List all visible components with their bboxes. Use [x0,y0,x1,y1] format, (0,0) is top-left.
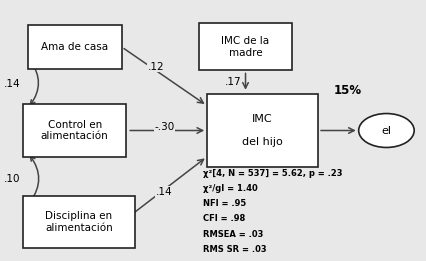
Text: -.30: -.30 [154,122,174,132]
Text: χ²[4, N = 537] = 5.62, p = .23: χ²[4, N = 537] = 5.62, p = .23 [202,169,342,178]
FancyBboxPatch shape [23,196,134,248]
Text: .10: .10 [4,174,20,184]
FancyBboxPatch shape [28,25,121,69]
Text: χ²/gl = 1.40: χ²/gl = 1.40 [202,184,257,193]
Text: Disciplina en
alimentación: Disciplina en alimentación [45,211,112,233]
FancyArrowPatch shape [30,156,39,201]
Text: RMSEA = .03: RMSEA = .03 [202,230,262,239]
FancyBboxPatch shape [207,94,317,167]
Text: .14: .14 [156,187,172,197]
Text: RMS SR = .03: RMS SR = .03 [202,245,266,254]
Text: .12: .12 [147,62,164,72]
Text: IMC de la
madre: IMC de la madre [221,36,269,58]
Text: .14: .14 [4,79,20,88]
Text: NFI = .95: NFI = .95 [202,199,245,208]
FancyArrowPatch shape [30,61,38,105]
Text: Ama de casa: Ama de casa [41,42,108,52]
Text: CFI = .98: CFI = .98 [202,215,245,223]
Circle shape [358,114,413,147]
Text: el: el [380,126,391,135]
Text: Control en
alimentación: Control en alimentación [41,120,108,141]
FancyBboxPatch shape [198,23,292,70]
Text: .17: .17 [224,77,240,87]
Text: IMC

del hijo: IMC del hijo [242,114,282,147]
Text: 15%: 15% [333,84,361,97]
FancyBboxPatch shape [23,104,126,157]
